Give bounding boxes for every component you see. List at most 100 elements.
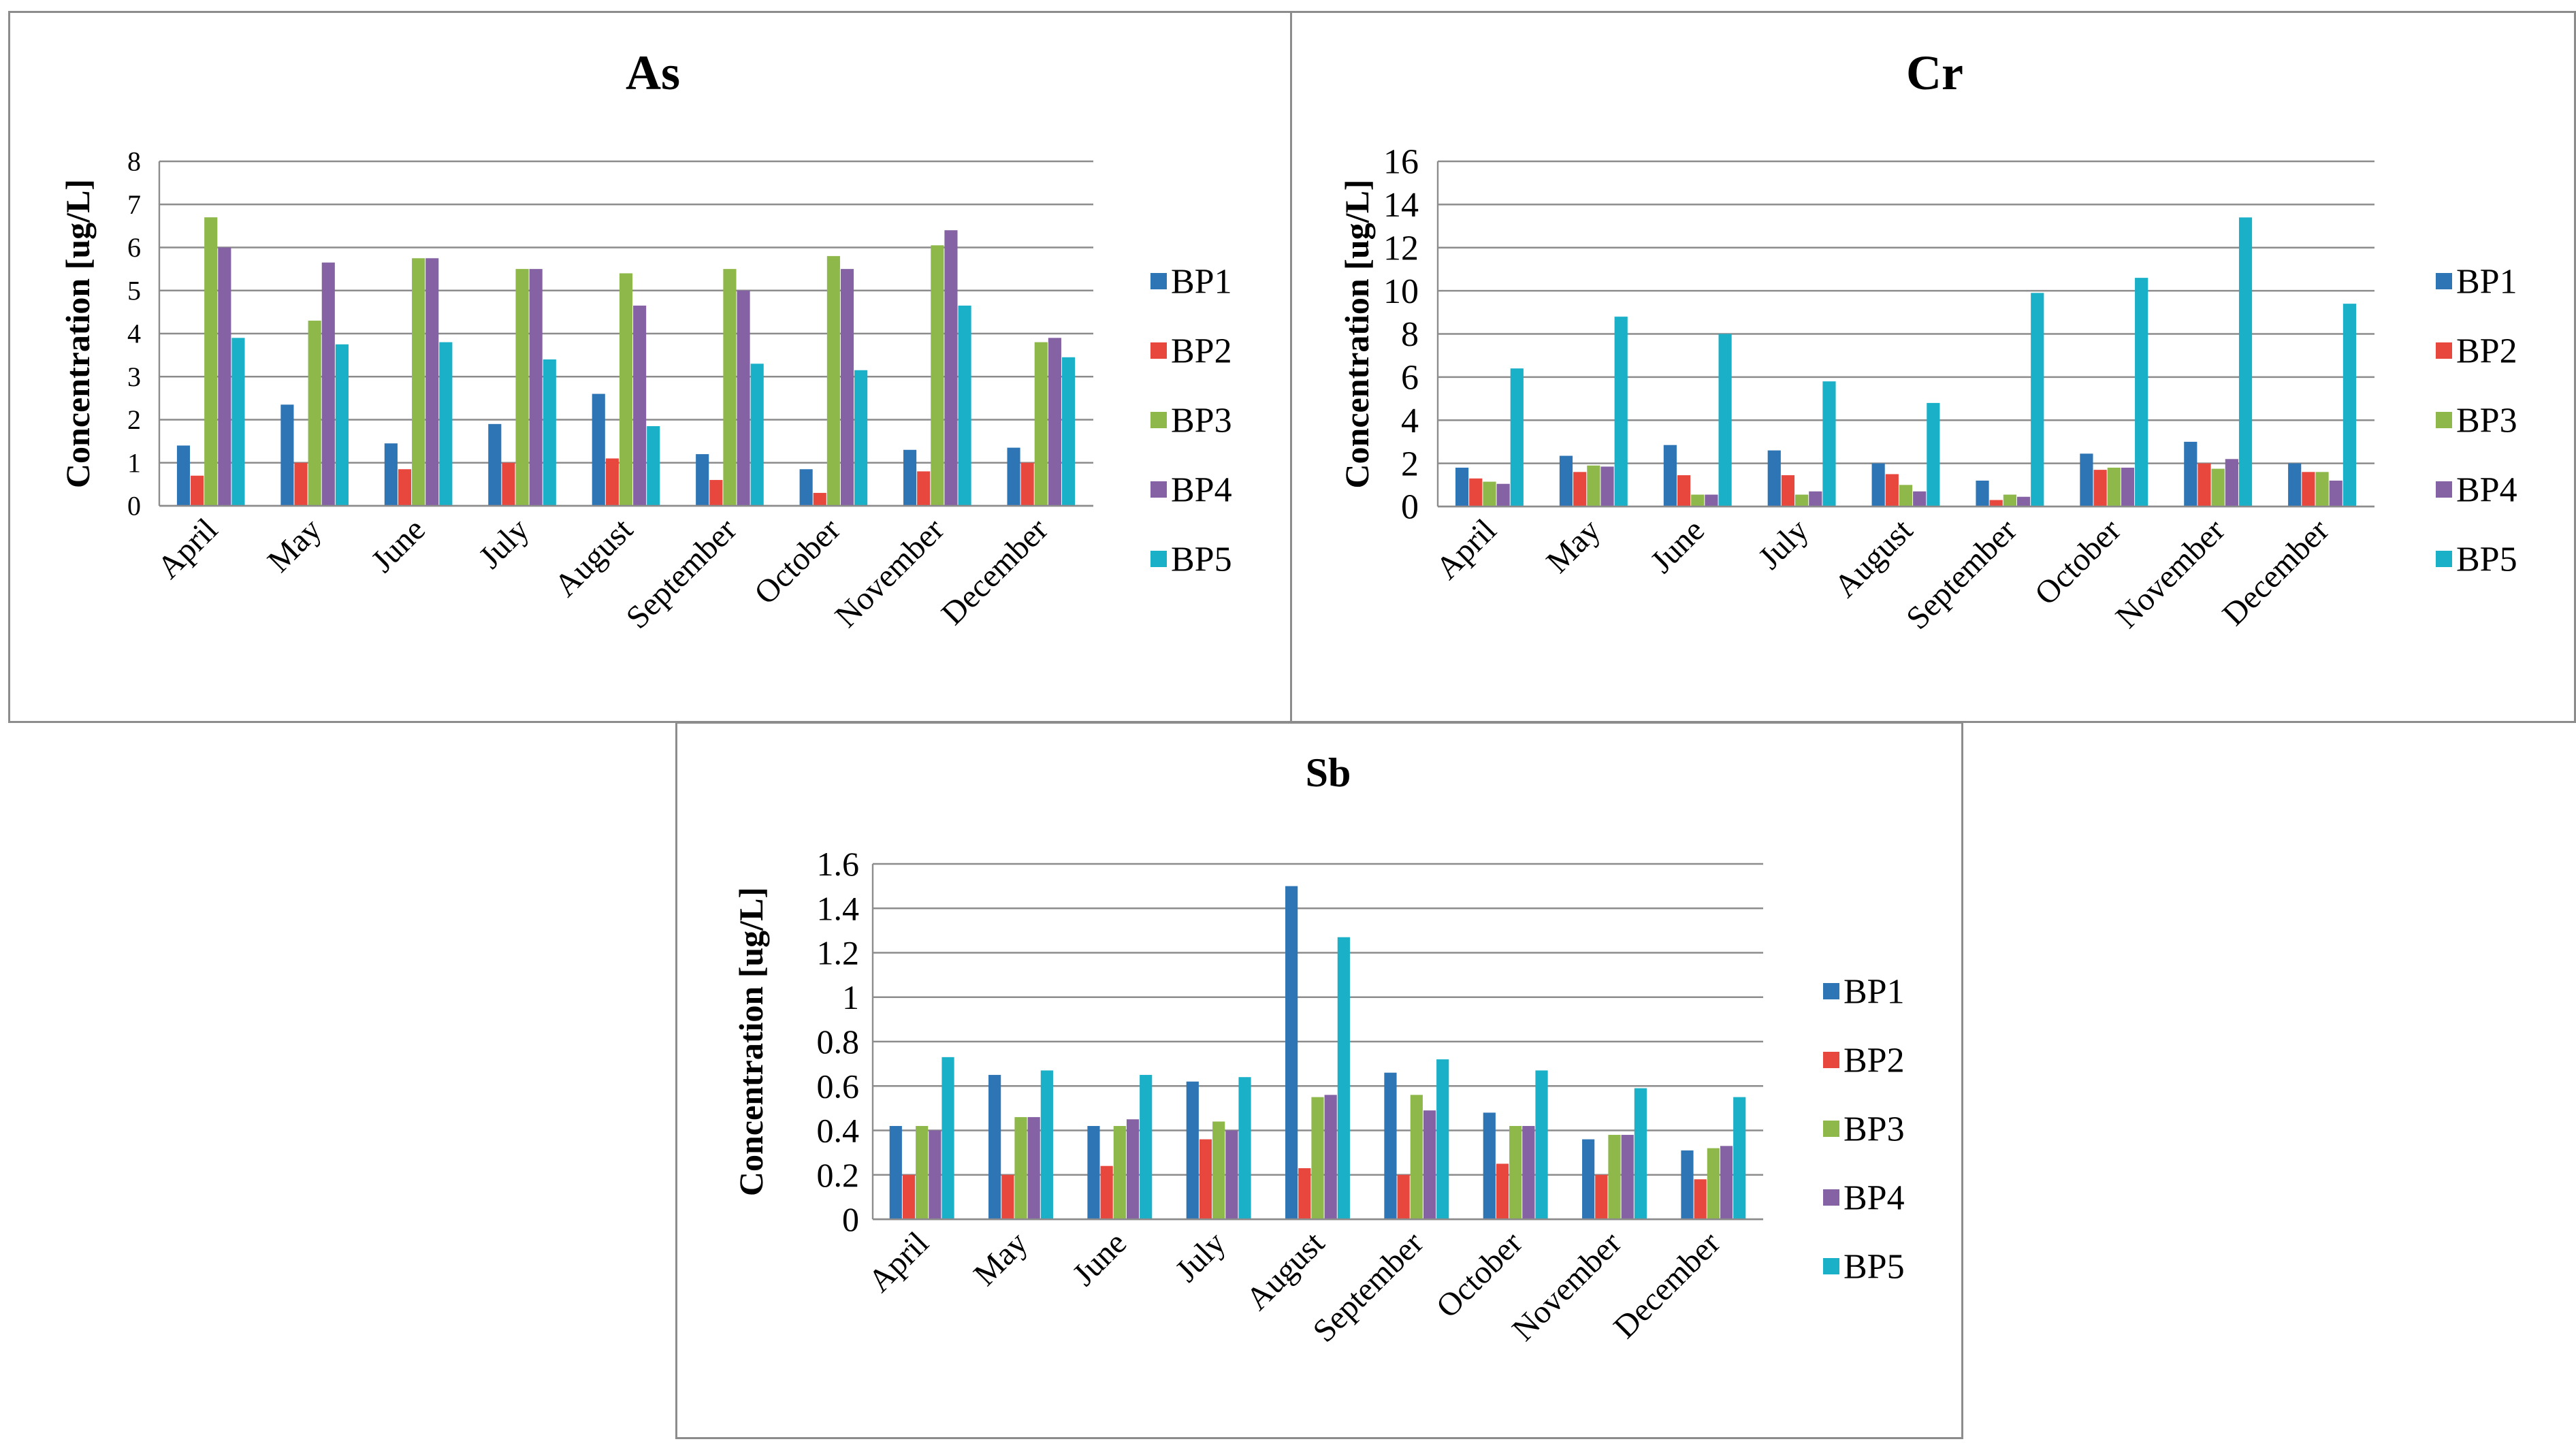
- bar-sb-bp4-september: [1423, 1110, 1436, 1219]
- legend-label-sb-bp2: BP2: [1844, 1042, 1905, 1080]
- y-tick-label-sb: 1: [842, 978, 859, 1016]
- bar-sb-bp1-june: [1087, 1125, 1100, 1219]
- bar-cr-bp3-september: [2003, 494, 2016, 506]
- bar-cr-bp5-september: [2031, 293, 2044, 506]
- bar-sb-bp3-may: [1014, 1116, 1027, 1219]
- legend-swatch-cr-bp1: [2436, 273, 2452, 289]
- bar-sb-bp1-november: [1582, 1139, 1595, 1219]
- bar-as-bp4-august: [633, 305, 647, 506]
- x-tick-label-sb: April: [861, 1225, 935, 1299]
- bar-cr-bp2-june: [1677, 475, 1691, 506]
- legend-swatch-sb-bp5: [1823, 1258, 1839, 1274]
- bar-as-bp5-october: [854, 370, 868, 506]
- legend-label-cr-bp4: BP4: [2456, 471, 2517, 510]
- bar-as-bp3-august: [619, 273, 633, 506]
- legend-label-as-bp3: BP3: [1171, 402, 1232, 440]
- legend-swatch-as-bp3: [1150, 412, 1167, 428]
- bar-as-bp4-october: [840, 269, 854, 506]
- bar-cr-bp1-november: [2184, 441, 2197, 506]
- chart-panel-sb: Sb 0 0.2 0.4 0.6 0.8 1 1.2 1.4 1.6 April May June Jul…: [675, 722, 1963, 1439]
- y-tick-label-cr: 10: [1383, 272, 1419, 311]
- legend-label-sb-bp3: BP3: [1844, 1110, 1905, 1149]
- bar-as-bp5-june: [439, 342, 453, 506]
- bar-sb-bp1-september: [1384, 1072, 1397, 1219]
- bar-as-bp3-july: [515, 269, 529, 506]
- y-tick-label-as: 8: [127, 146, 141, 177]
- bar-cr-bp1-june: [1663, 445, 1677, 506]
- bar-as-bp2-august: [605, 458, 619, 506]
- bar-cr-bp1-august: [1871, 463, 1885, 506]
- bar-sb-bp3-november: [1608, 1135, 1621, 1219]
- bar-as-bp2-november: [917, 471, 931, 506]
- x-tick-label-cr: July: [1752, 512, 1816, 576]
- legend-swatch-sb-bp2: [1823, 1052, 1839, 1068]
- bar-sb-bp2-april: [902, 1174, 916, 1219]
- bar-sb-bp1-december: [1681, 1150, 1694, 1219]
- legend-swatch-cr-bp2: [2436, 342, 2452, 359]
- bar-cr-bp2-august: [1885, 474, 1899, 506]
- bar-sb-bp1-october: [1483, 1112, 1496, 1219]
- bar-sb-bp1-may: [988, 1074, 1001, 1219]
- bar-cr-bp2-may: [1573, 472, 1587, 506]
- bar-as-bp5-september: [750, 364, 764, 506]
- bar-sb-bp2-august: [1298, 1168, 1311, 1219]
- bar-sb-bp4-october: [1522, 1125, 1535, 1219]
- bar-cr-bp3-june: [1691, 494, 1705, 506]
- legend-swatch-cr-bp5: [2436, 551, 2452, 567]
- bar-sb-bp3-august: [1311, 1097, 1324, 1219]
- bar-as-bp4-april: [218, 247, 231, 506]
- bar-as-bp1-june: [384, 443, 398, 506]
- bar-as-bp3-december: [1034, 342, 1048, 506]
- legend-label-cr-bp2: BP2: [2456, 332, 2517, 371]
- bar-cr-bp4-october: [2121, 467, 2135, 506]
- bar-cr-bp2-october: [2093, 470, 2107, 506]
- legend-label-sb-bp5: BP5: [1844, 1248, 1905, 1287]
- legend-swatch-cr-bp4: [2436, 481, 2452, 498]
- bar-as-bp4-november: [944, 230, 958, 506]
- x-tick-label-as: October: [747, 511, 848, 611]
- y-tick-label-as: 2: [127, 404, 141, 435]
- legend-label-sb-bp4: BP4: [1844, 1179, 1905, 1218]
- bar-cr-bp5-april: [1510, 368, 1524, 506]
- bar-sb-bp2-september: [1397, 1174, 1410, 1219]
- x-tick-label-cr: April: [1429, 512, 1503, 586]
- bar-as-bp2-december: [1020, 462, 1034, 506]
- legend-label-cr-bp5: BP5: [2456, 541, 2517, 579]
- bar-cr-bp2-july: [1781, 475, 1795, 506]
- bar-cr-bp4-december: [2329, 480, 2342, 506]
- bar-sb-bp4-december: [1720, 1146, 1733, 1219]
- bar-cr-bp1-july: [1767, 450, 1781, 506]
- x-tick-label-as: September: [619, 511, 744, 636]
- legend-label-as-bp5: BP5: [1171, 541, 1232, 579]
- bar-as-bp2-april: [191, 475, 204, 506]
- bar-sb-bp5-september: [1436, 1059, 1449, 1219]
- bar-sb-bp1-april: [889, 1125, 902, 1219]
- chart-title-as: As: [626, 46, 680, 100]
- y-tick-label-cr: 12: [1383, 229, 1419, 268]
- bar-as-bp2-may: [294, 462, 308, 506]
- bar-sb-bp3-october: [1509, 1125, 1522, 1219]
- y-tick-label-sb: 0.6: [817, 1067, 860, 1105]
- bar-as-bp1-april: [176, 445, 191, 506]
- bar-cr-bp4-june: [1705, 494, 1718, 506]
- x-tick-label-sb: June: [1065, 1225, 1133, 1293]
- bar-cr-bp3-october: [2107, 467, 2121, 506]
- bar-as-bp3-september: [723, 269, 737, 506]
- bar-cr-bp1-september: [1976, 480, 1989, 506]
- bar-cr-bp3-december: [2315, 472, 2329, 506]
- bar-sb-bp3-december: [1707, 1148, 1720, 1219]
- bar-cr-bp5-december: [2342, 304, 2357, 506]
- x-tick-label-as: April: [150, 511, 225, 585]
- bar-cr-bp4-may: [1600, 466, 1614, 506]
- bar-sb-bp3-april: [916, 1125, 929, 1219]
- bar-sb-bp1-august: [1285, 886, 1298, 1219]
- bar-sb-bp4-april: [929, 1130, 941, 1219]
- x-tick-label-cr: November: [2109, 512, 2232, 635]
- bar-sb-bp4-august: [1324, 1095, 1337, 1219]
- y-tick-label-cr: 0: [1401, 488, 1419, 527]
- y-tick-label-sb: 0.8: [817, 1023, 860, 1061]
- bar-as-bp2-september: [709, 480, 723, 506]
- chart-panel-as: As 0 1 2 3 4 5 6 7 8 April May June July August Septemb…: [8, 11, 1293, 723]
- legend-swatch-cr-bp3: [2436, 412, 2452, 428]
- bar-cr-bp5-august: [1927, 402, 1940, 506]
